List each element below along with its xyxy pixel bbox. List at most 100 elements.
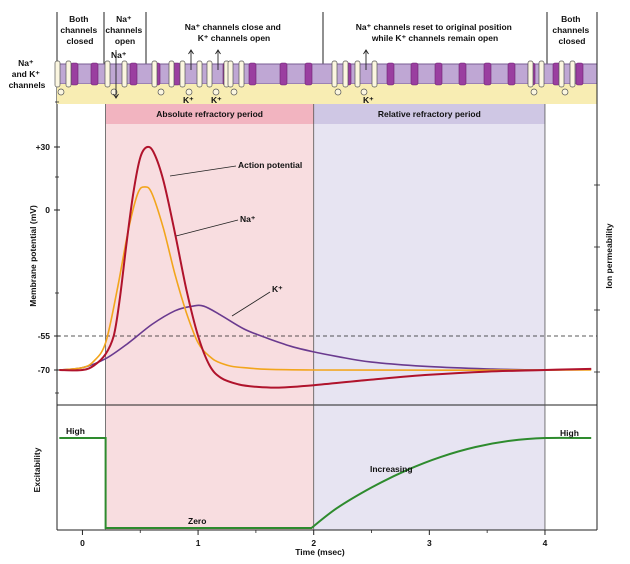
x-axis-ticks: 0 1 2 3 4: [80, 530, 548, 548]
channel-gate: [185, 88, 193, 96]
absolute-refractory-band: [105, 104, 314, 530]
channel-gate: [230, 88, 238, 96]
membrane-protein: [279, 62, 288, 86]
membrane-protein: [410, 62, 419, 86]
excitability-annotations: High Zero Increasing High: [66, 426, 579, 526]
channel-subunit: [558, 60, 565, 88]
x-tick-label: 2: [311, 538, 316, 548]
refractory-period-bands: Absolute refractory period Relative refr…: [105, 104, 545, 530]
ion-channels: [54, 49, 584, 99]
membrane-diagram: Na⁺ K⁺ K⁺ K⁺: [54, 49, 598, 105]
arrow-head: [188, 49, 194, 55]
membrane-protein: [575, 62, 584, 86]
curve-annotation: Action potential: [238, 160, 302, 170]
channel-gate: [157, 88, 165, 96]
excitability-annotation: Increasing: [370, 464, 413, 474]
membrane-protein: [458, 62, 467, 86]
channel-subunit: [354, 60, 361, 88]
y-tick-label: -70: [38, 365, 51, 375]
channel-subunit: [151, 60, 158, 88]
channel-subunit: [121, 60, 128, 88]
x-tick-label: 0: [80, 538, 85, 548]
phase-label-3: Na⁺ channels close and K⁺ channels open: [185, 22, 284, 43]
arrow-head: [113, 93, 119, 99]
channel-subunit: [371, 60, 378, 88]
channel-subunit: [54, 60, 61, 88]
y-tick-label: -55: [38, 331, 51, 341]
absolute-refractory-label: Absolute refractory period: [156, 109, 263, 119]
relative-refractory-band: [313, 104, 545, 530]
channel-subunit: [168, 60, 175, 88]
channel-subunit: [206, 60, 213, 88]
x-tick-label: 3: [427, 538, 432, 548]
excitability-annotation: High: [560, 428, 579, 438]
k-ion-label: K⁺: [211, 95, 222, 105]
ion-arrows: Na⁺ K⁺ K⁺ K⁺: [111, 50, 374, 105]
membrane-potential-axis: +30 0 -55 -70: [36, 101, 600, 394]
channel-subunit: [227, 60, 234, 88]
x-tick-label: 1: [196, 538, 201, 548]
membrane-protein: [483, 62, 492, 86]
annotation-leader: [231, 291, 271, 317]
k-permeability-curve: [59, 304, 592, 371]
annotation-leader: [169, 165, 237, 177]
channel-subunit: [238, 60, 245, 88]
channel-subunit: [104, 60, 111, 88]
channel-gate: [530, 88, 538, 96]
y-tick-label: 0: [45, 205, 50, 215]
membrane-protein: [304, 62, 313, 86]
na-permeability-curve: [59, 186, 592, 371]
membrane-protein: [70, 62, 79, 86]
channel-subunit: [569, 60, 576, 88]
excitability-curve: [59, 436, 592, 529]
channel-subunit: [179, 60, 186, 88]
y-tick-label: +30: [36, 142, 51, 152]
phase-label-2: Na⁺ channels open: [105, 14, 144, 46]
membrane-protein: [129, 62, 138, 86]
channel-gate: [57, 88, 65, 96]
curve-annotation: Na⁺: [240, 214, 256, 224]
x-axis-label: Time (msec): [295, 547, 345, 557]
annotation-leader: [175, 219, 239, 237]
arrow-head: [215, 49, 221, 55]
phase-label-5: Both channels closed: [552, 14, 591, 46]
curve-annotation: K⁺: [272, 284, 283, 294]
y-axis-label: Membrane potential (mV): [28, 205, 38, 307]
y-axis-right-label: Ion permeability: [604, 223, 614, 288]
x-tick-label: 4: [543, 538, 548, 548]
channel-subunit: [527, 60, 534, 88]
na-ion-label: Na⁺: [111, 50, 127, 60]
channel-subunit: [331, 60, 338, 88]
membrane-protein: [434, 62, 443, 86]
arrow-head: [363, 49, 369, 55]
excitability-annotation: Zero: [188, 516, 206, 526]
membrane-protein: [507, 62, 516, 86]
channel-subunit: [342, 60, 349, 88]
action-potential-curve: [59, 145, 592, 389]
channel-gate: [360, 88, 368, 96]
membrane-protein: [90, 62, 99, 86]
channel-subunit: [65, 60, 72, 88]
phase-label-4: Na⁺ channels reset to original position …: [356, 22, 514, 43]
channel-gate: [561, 88, 569, 96]
cytoplasm-band: [57, 84, 597, 104]
channel-gate: [212, 88, 220, 96]
excitability-annotation: High: [66, 426, 85, 436]
potential-curves: [59, 145, 592, 389]
excitability-axis-label: Excitability: [32, 447, 42, 492]
excitability-line: [59, 436, 592, 529]
k-ion-label: K⁺: [183, 95, 194, 105]
relative-refractory-header: [313, 104, 545, 124]
channel-subunit: [196, 60, 203, 88]
k-ion-label: K⁺: [363, 95, 374, 105]
channel-subunit: [538, 60, 545, 88]
membrane-protein: [386, 62, 395, 86]
absolute-refractory-header: [105, 104, 314, 124]
curve-annotations: Action potential Na⁺ K⁺: [169, 160, 302, 317]
membrane-protein: [248, 62, 257, 86]
relative-refractory-label: Relative refractory period: [378, 109, 481, 119]
membrane-side-label: Na⁺ and K⁺ channels: [9, 58, 46, 90]
membrane-bilayer: [56, 63, 598, 85]
